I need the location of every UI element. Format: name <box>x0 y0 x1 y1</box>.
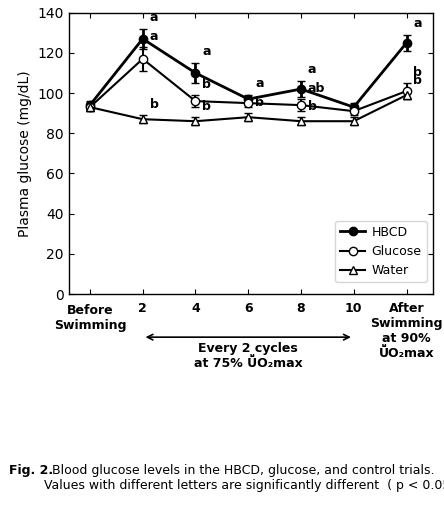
Legend: HBCD, Glucose, Water: HBCD, Glucose, Water <box>335 221 427 282</box>
Text: b: b <box>308 100 317 113</box>
Text: 6: 6 <box>244 302 253 315</box>
Text: b: b <box>150 98 159 111</box>
Text: a: a <box>413 17 422 30</box>
Text: 10: 10 <box>345 302 362 315</box>
Text: a: a <box>202 45 211 58</box>
Text: b: b <box>413 66 422 79</box>
Text: Blood glucose levels in the HBCD, glucose, and control trials.
Values with diffe: Blood glucose levels in the HBCD, glucos… <box>44 464 444 492</box>
Y-axis label: Plasma glucose (mg/dL): Plasma glucose (mg/dL) <box>18 70 32 237</box>
Text: b: b <box>413 74 422 87</box>
Text: Every 2 cycles
at 75% ṺO₂max: Every 2 cycles at 75% ṺO₂max <box>194 342 303 370</box>
Text: a: a <box>150 11 158 24</box>
Text: a: a <box>308 63 316 76</box>
Text: ab: ab <box>308 82 325 95</box>
Text: 4: 4 <box>191 302 200 315</box>
Text: b: b <box>202 78 211 91</box>
Text: Fig. 2.: Fig. 2. <box>9 464 53 477</box>
Text: After
Swimming
at 90%
ṺO₂max: After Swimming at 90% ṺO₂max <box>370 302 443 359</box>
Text: 8: 8 <box>297 302 305 315</box>
Text: b: b <box>202 100 211 113</box>
Text: a: a <box>150 30 158 43</box>
Text: b: b <box>255 96 264 109</box>
Text: Before
Swimming: Before Swimming <box>54 304 126 332</box>
Text: 2: 2 <box>139 302 147 315</box>
Text: a: a <box>255 77 264 90</box>
